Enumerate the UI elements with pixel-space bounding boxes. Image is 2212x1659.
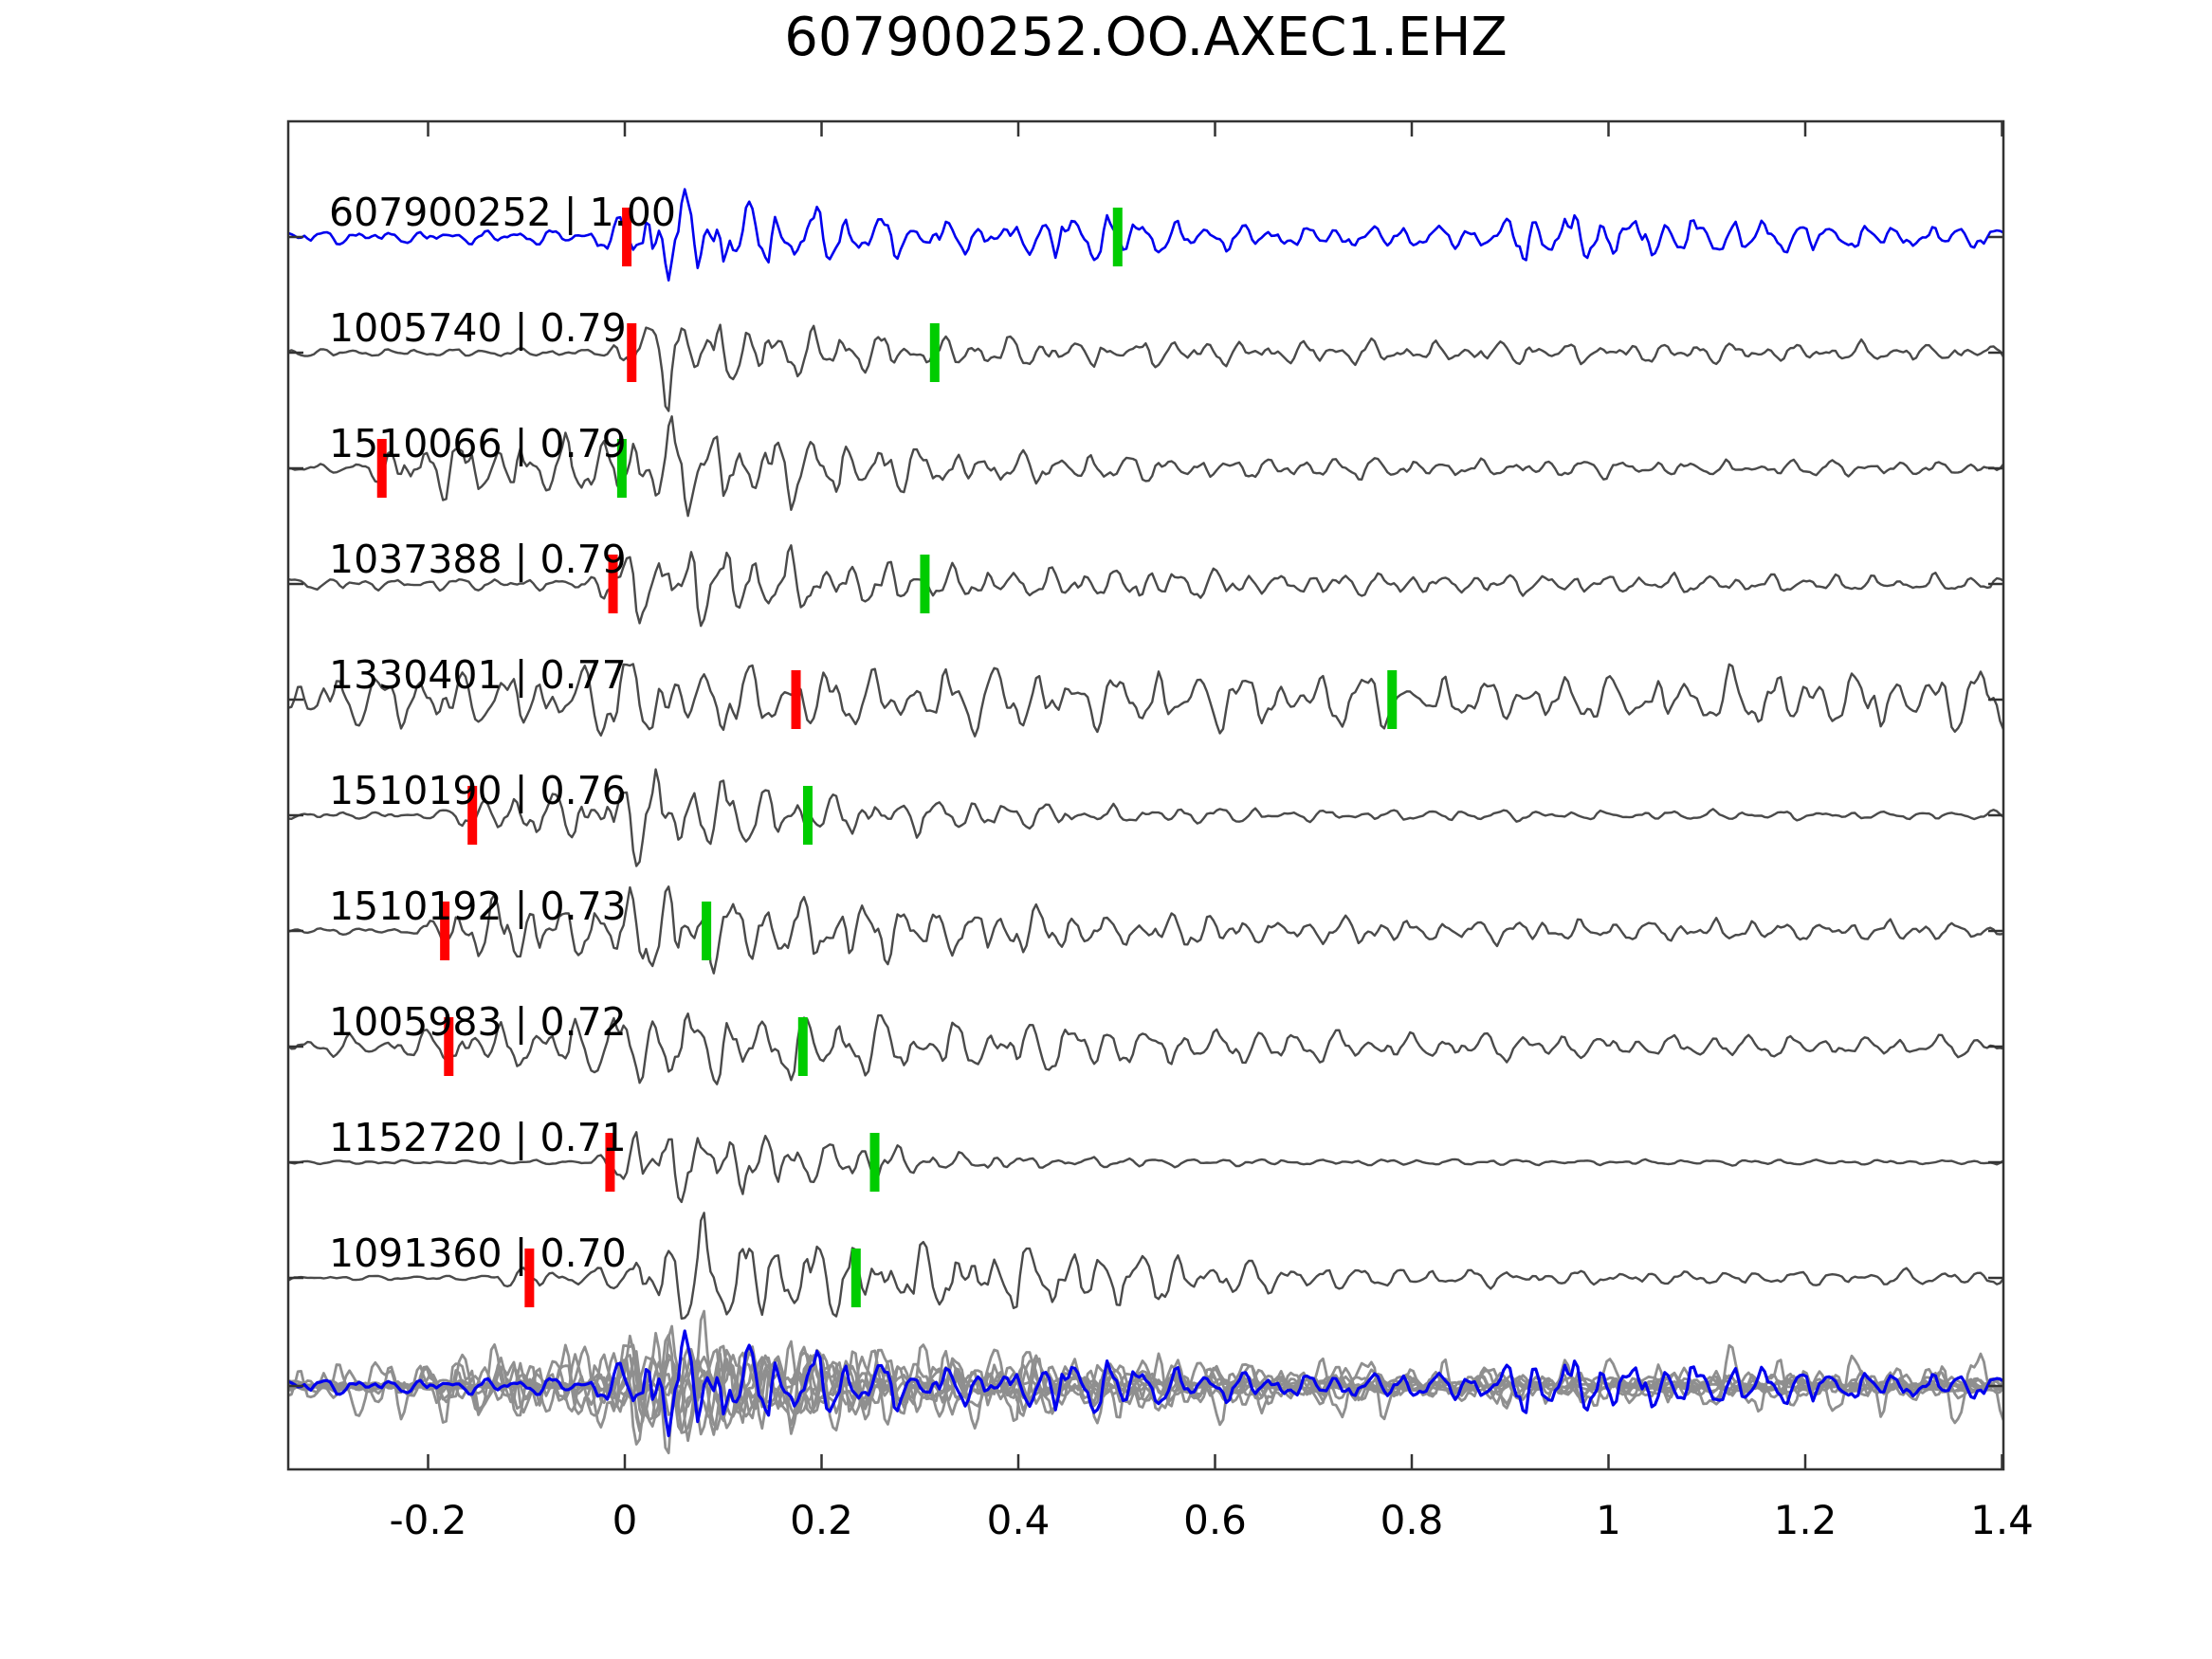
x-tick-label: 0.8 (1380, 1497, 1444, 1543)
reference-waveform (288, 188, 2003, 282)
trace-waveform-1152720 (288, 1131, 2003, 1204)
trace-label-1510192: 1510192 | 0.73 (329, 884, 627, 929)
green-pick-marker-1510190 (802, 786, 813, 845)
red-pick-marker-607900252 (622, 208, 632, 266)
trace-label-1152720: 1152720 | 0.71 (329, 1115, 627, 1160)
x-tick-label: 1 (1596, 1497, 1621, 1543)
red-pick-marker-1510066 (376, 439, 387, 498)
trace-label-1510066: 1510066 | 0.79 (329, 421, 627, 466)
red-pick-marker-1005740 (627, 323, 637, 382)
trace-label-1037388: 1037388 | 0.79 (329, 537, 627, 582)
trace-waveform-1005983 (288, 1012, 2003, 1085)
trace-labels-layer: 607900252 | 1.00 1005740 | 0.79 1510066 | … (329, 190, 676, 1276)
green-pick-marker-607900252 (1112, 208, 1123, 266)
x-tick-label: 0.2 (790, 1497, 853, 1543)
trace-label-1330401: 1330401 | 0.77 (329, 652, 627, 698)
green-pick-marker-1510066 (616, 439, 627, 498)
green-pick-marker-1152720 (869, 1133, 880, 1192)
x-tick-label: 1.2 (1774, 1497, 1837, 1543)
pick-markers-layer (376, 208, 1398, 1307)
trace-label-1005740: 1005740 | 0.79 (329, 305, 627, 351)
green-pick-marker-1330401 (1387, 670, 1398, 729)
x-tick-label: 0 (612, 1497, 638, 1543)
red-pick-marker-1037388 (608, 555, 618, 613)
trace-waveform-1330401 (288, 663, 2003, 738)
x-tick-label: -0.2 (390, 1497, 467, 1543)
axes-frame (286, 119, 2005, 1471)
trace-waveform-1510192 (288, 885, 2003, 975)
red-pick-marker-1091360 (524, 1249, 535, 1307)
x-tick-label: 0.6 (1183, 1497, 1247, 1543)
trace-waveform-1037388 (288, 544, 2003, 628)
trace-waveform-1005740 (288, 323, 2003, 412)
green-pick-marker-1091360 (850, 1249, 861, 1307)
overlay-trace-1091360 (288, 1309, 2003, 1434)
green-pick-marker-1005983 (797, 1017, 808, 1076)
green-pick-marker-1510192 (702, 902, 712, 960)
traces-layer (288, 188, 2003, 1455)
x-tick-label: 0.4 (987, 1497, 1051, 1543)
trace-label-1005983: 1005983 | 0.72 (329, 999, 627, 1045)
trace-waveform-1091360 (288, 1212, 2003, 1321)
red-pick-marker-1330401 (791, 670, 801, 729)
green-pick-marker-1037388 (920, 555, 930, 613)
red-pick-marker-1510190 (467, 786, 478, 845)
x-tick-label: 1.4 (1970, 1497, 2034, 1543)
trace-waveform-1510190 (288, 768, 2003, 867)
trace-label-1510190: 1510190 | 0.76 (329, 768, 627, 813)
overlay-trace-1510192 (288, 1333, 2003, 1436)
red-pick-marker-1510192 (440, 902, 450, 960)
red-pick-marker-1005983 (444, 1017, 454, 1076)
trace-label-1091360: 1091360 | 0.70 (329, 1231, 627, 1276)
axes-layer: -0.2 0 0.2 0.4 0.6 0.8 1 1.2 1.4 (286, 119, 2034, 1543)
overlay-reference-trace (288, 1329, 2003, 1438)
plot-title: 607900252.OO.AXEC1.EHZ (784, 7, 1508, 68)
trace-label-607900252: 607900252 | 1.00 (329, 190, 676, 235)
red-pick-marker-1152720 (605, 1133, 615, 1192)
trace-waveform-1510066 (288, 415, 2003, 518)
green-pick-marker-1005740 (929, 323, 940, 382)
